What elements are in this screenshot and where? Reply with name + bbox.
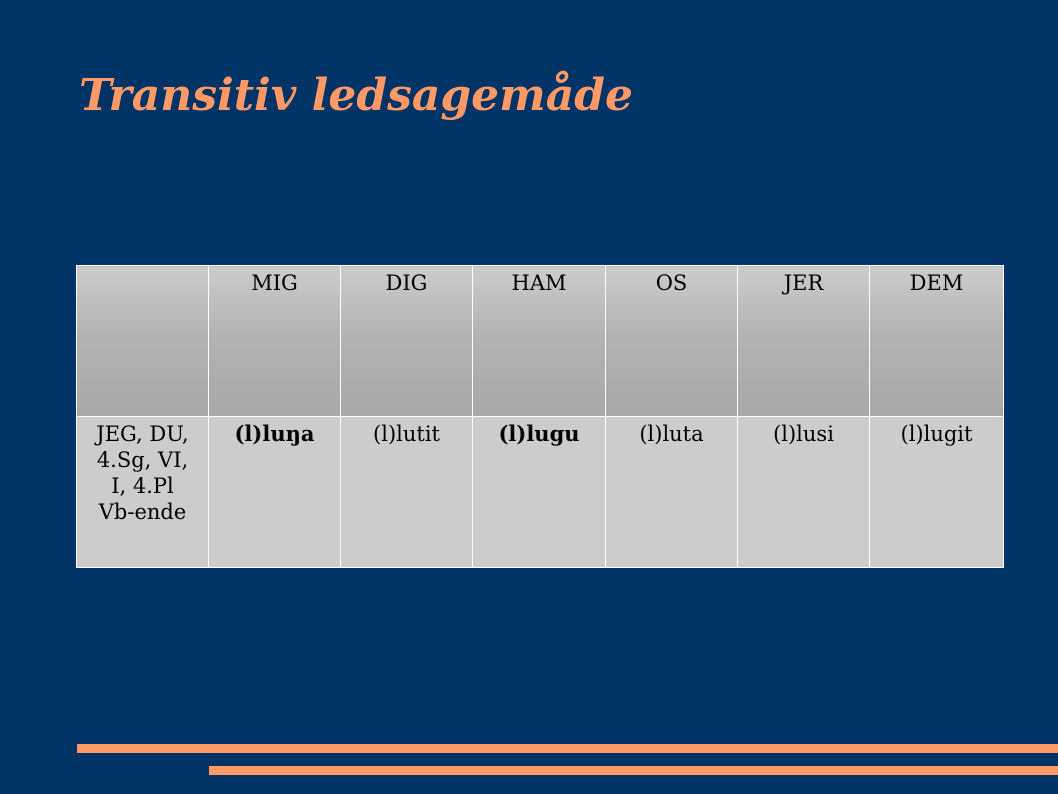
slide-title: Transitiv ledsagemåde (79, 70, 633, 121)
table-header-row: MIG DIG HAM OS JER DEM (76, 265, 1004, 417)
row-label-line: I, 4.Pl (111, 474, 174, 498)
suffix-table: MIG DIG HAM OS JER DEM JEG, DU, 4.Sg, VI… (76, 265, 1004, 568)
header-cell-jer: JER (737, 265, 870, 417)
table-row: JEG, DU, 4.Sg, VI, I, 4.Pl Vb-ende (l)lu… (76, 416, 1004, 568)
header-cell-mig: MIG (208, 265, 341, 417)
table-corner-cell (76, 265, 209, 417)
header-cell-os: OS (605, 265, 738, 417)
header-cell-ham: HAM (472, 265, 606, 417)
cell-os: (l)luta (605, 416, 738, 568)
row-label-line: Vb-ende (98, 500, 187, 524)
row-label-line: JEG, DU, (96, 422, 189, 446)
cell-dig: (l)lutit (340, 416, 473, 568)
header-cell-dig: DIG (340, 265, 473, 417)
row-label-line: 4.Sg, VI, (96, 448, 189, 472)
header-cell-dem: DEM (869, 265, 1004, 417)
cell-ham: (l)lugu (472, 416, 606, 568)
cell-mig: (l)luŋa (208, 416, 341, 568)
row-label-cell: JEG, DU, 4.Sg, VI, I, 4.Pl Vb-ende (76, 416, 209, 568)
cell-jer: (l)lusi (737, 416, 870, 568)
decorative-bar-bottom (209, 766, 1058, 775)
decorative-bar-top (77, 744, 1058, 753)
cell-dem: (l)lugit (869, 416, 1004, 568)
